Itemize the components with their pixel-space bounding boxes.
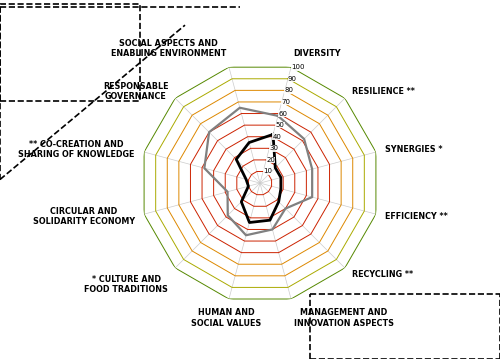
Text: 40: 40 <box>272 134 281 140</box>
Text: HUMAN AND
SOCIAL VALUES: HUMAN AND SOCIAL VALUES <box>192 308 262 328</box>
Text: 100: 100 <box>291 64 304 70</box>
Text: CIRCULAR AND
SOLIDARITY ECONOMY: CIRCULAR AND SOLIDARITY ECONOMY <box>32 207 135 226</box>
Text: 90: 90 <box>288 76 297 82</box>
Text: 70: 70 <box>282 99 290 105</box>
Text: 20: 20 <box>266 157 275 163</box>
Text: * CULTURE AND
FOOD TRADITIONS: * CULTURE AND FOOD TRADITIONS <box>84 275 168 294</box>
Text: RESILIENCE **: RESILIENCE ** <box>352 87 414 96</box>
Text: DIVERSITY: DIVERSITY <box>294 49 341 58</box>
Text: RECYCLING **: RECYCLING ** <box>352 270 413 279</box>
Text: EFFICIENCY **: EFFICIENCY ** <box>385 212 448 221</box>
Text: 10: 10 <box>263 168 272 174</box>
Text: ** CO-CREATION AND
SHARING OF KNOWLEDGE: ** CO-CREATION AND SHARING OF KNOWLEDGE <box>18 140 135 159</box>
Text: 80: 80 <box>285 87 294 93</box>
Text: SOCIAL ASPECTS AND
ENABLING ENVIRONMENT: SOCIAL ASPECTS AND ENABLING ENVIRONMENT <box>111 38 226 58</box>
Text: 30: 30 <box>270 145 278 151</box>
Text: 60: 60 <box>278 111 287 117</box>
Text: RESPONSABLE
GOVERNANCE: RESPONSABLE GOVERNANCE <box>103 82 168 101</box>
Text: SYNERGIES *: SYNERGIES * <box>385 145 442 154</box>
Text: 50: 50 <box>276 122 284 128</box>
Text: MANAGEMENT AND
INNOVATION ASPECTS: MANAGEMENT AND INNOVATION ASPECTS <box>294 308 394 328</box>
